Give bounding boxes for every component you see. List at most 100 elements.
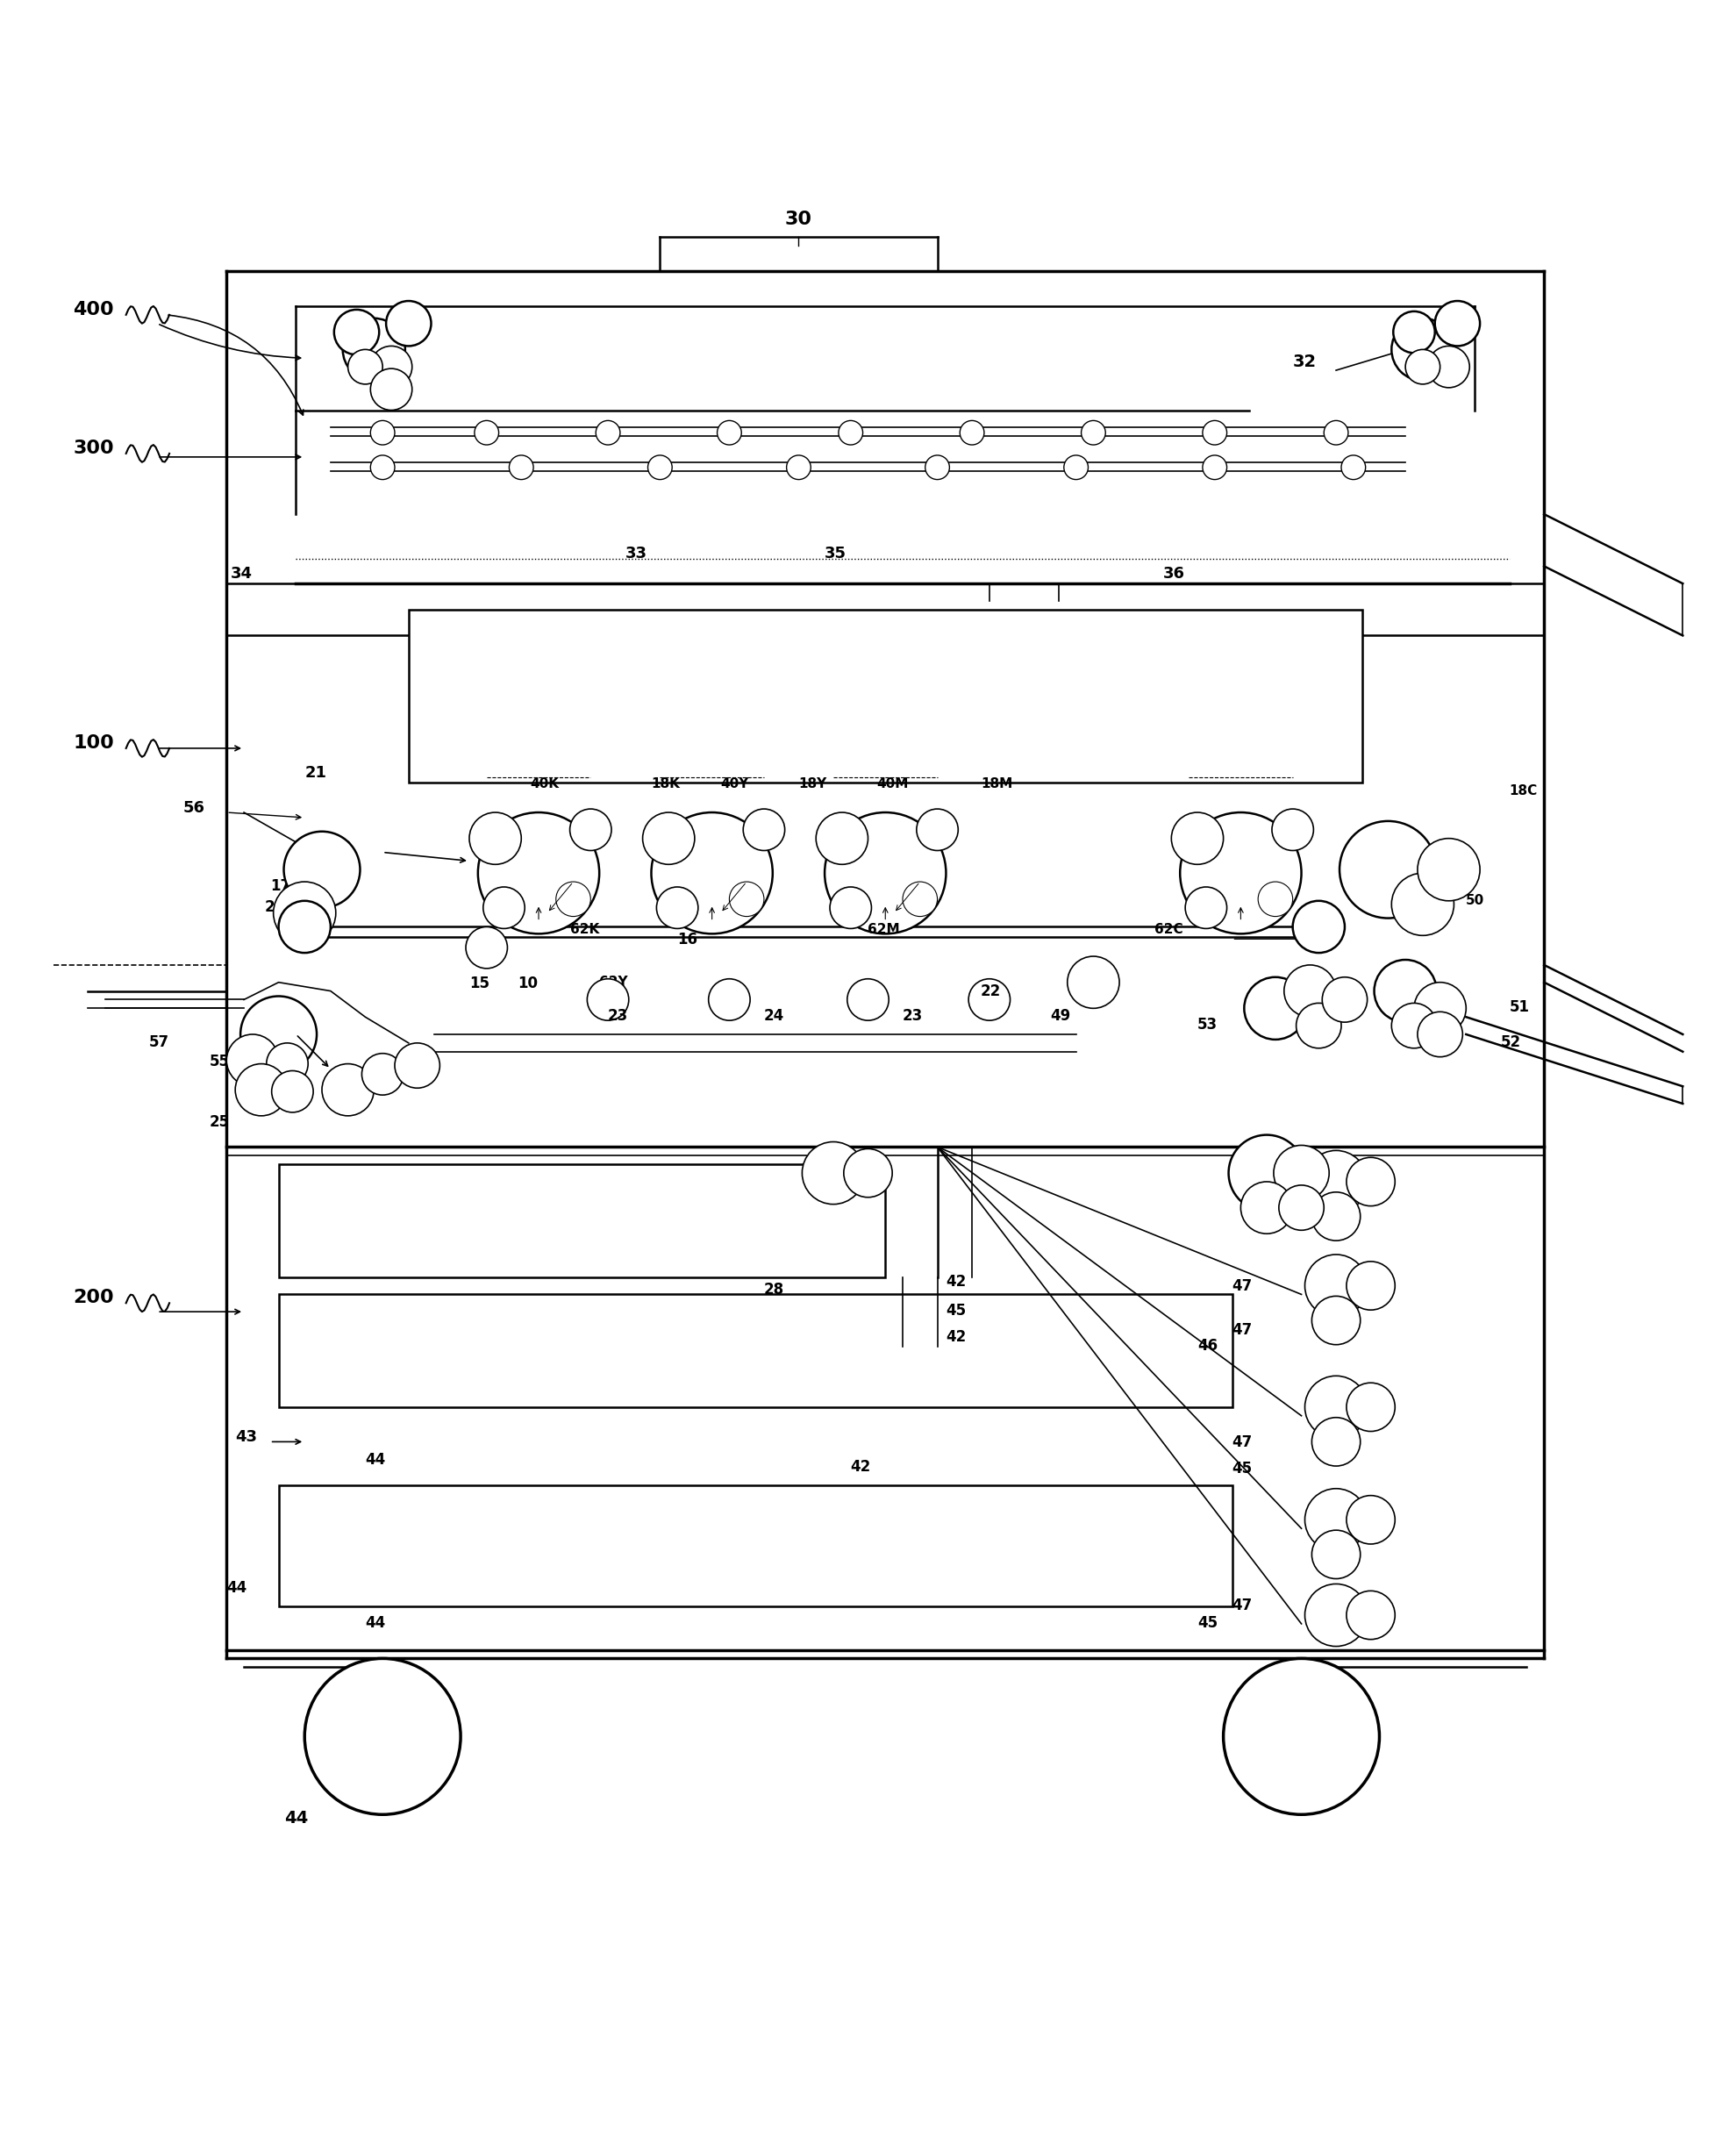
Text: 40K: 40K (529, 778, 559, 791)
Text: 100: 100 (73, 733, 115, 753)
Circle shape (1406, 348, 1441, 385)
Text: 44: 44 (285, 1811, 307, 1826)
Text: 28: 28 (764, 1283, 785, 1298)
Circle shape (844, 1148, 892, 1197)
Circle shape (969, 979, 1010, 1020)
Circle shape (509, 455, 533, 479)
Text: 47: 47 (1233, 1279, 1252, 1293)
Circle shape (925, 455, 950, 479)
Circle shape (708, 979, 750, 1020)
Text: 42: 42 (851, 1458, 871, 1475)
Circle shape (830, 887, 871, 928)
Text: 40C: 40C (1441, 845, 1469, 857)
Circle shape (236, 1065, 286, 1116)
Circle shape (838, 421, 863, 445)
Circle shape (1312, 1193, 1361, 1240)
Circle shape (1064, 455, 1088, 479)
Circle shape (1418, 838, 1481, 900)
Circle shape (917, 808, 958, 851)
Circle shape (960, 421, 984, 445)
Text: 46: 46 (1198, 1338, 1217, 1353)
Circle shape (1347, 1494, 1396, 1544)
Circle shape (283, 832, 359, 909)
Circle shape (1186, 887, 1227, 928)
Text: 44: 44 (365, 1614, 385, 1631)
Bar (408, 609, 1363, 783)
Circle shape (569, 808, 611, 851)
Circle shape (370, 346, 411, 387)
Circle shape (1305, 1377, 1368, 1439)
Text: 20: 20 (330, 840, 352, 855)
Text: 43: 43 (236, 1430, 257, 1445)
Circle shape (556, 881, 590, 917)
Circle shape (304, 1659, 460, 1815)
Text: 34: 34 (231, 567, 252, 582)
Text: 14: 14 (1458, 872, 1476, 885)
Circle shape (1392, 319, 1455, 381)
Text: 44: 44 (365, 1452, 385, 1469)
Text: 49: 49 (1050, 1009, 1071, 1024)
Text: 47: 47 (1233, 1597, 1252, 1614)
Text: 18Y: 18Y (799, 778, 826, 791)
Text: 24: 24 (764, 1009, 785, 1024)
Circle shape (271, 1071, 312, 1112)
Text: 32: 32 (1293, 353, 1316, 370)
Circle shape (651, 812, 773, 934)
Text: 300: 300 (73, 440, 115, 458)
Circle shape (227, 1035, 278, 1086)
Bar (278, 1165, 885, 1276)
Text: 56: 56 (184, 800, 205, 817)
Circle shape (1274, 1146, 1330, 1202)
Circle shape (361, 1054, 403, 1095)
Bar (278, 1486, 1233, 1606)
Text: 62K: 62K (569, 924, 599, 936)
Text: 400: 400 (73, 301, 115, 319)
Circle shape (802, 1142, 865, 1204)
Circle shape (1312, 1531, 1361, 1578)
Circle shape (717, 421, 741, 445)
Text: 33: 33 (625, 545, 648, 560)
Circle shape (465, 928, 507, 969)
Circle shape (370, 421, 394, 445)
Circle shape (847, 979, 889, 1020)
Text: 62Y: 62Y (599, 975, 628, 988)
Text: 27: 27 (365, 1069, 385, 1084)
Circle shape (241, 996, 316, 1073)
Circle shape (1392, 872, 1455, 936)
Text: 51: 51 (1509, 998, 1529, 1016)
Text: 62M: 62M (868, 924, 901, 936)
Circle shape (1392, 1003, 1437, 1048)
Circle shape (1293, 900, 1345, 954)
Text: 35: 35 (825, 545, 847, 560)
Circle shape (1224, 1659, 1380, 1815)
Text: 26: 26 (264, 898, 285, 915)
Circle shape (1325, 421, 1349, 445)
Text: 48: 48 (1432, 1043, 1451, 1058)
Circle shape (1347, 1591, 1396, 1640)
Text: 44: 44 (227, 1580, 247, 1597)
Circle shape (477, 812, 599, 934)
Circle shape (1241, 1182, 1293, 1234)
Circle shape (1259, 881, 1293, 917)
Circle shape (587, 979, 628, 1020)
Circle shape (1415, 981, 1467, 1035)
Circle shape (1429, 346, 1470, 387)
Circle shape (474, 421, 498, 445)
Text: 40Y: 40Y (720, 778, 748, 791)
Circle shape (1342, 455, 1366, 479)
Circle shape (1068, 956, 1120, 1009)
Text: 45: 45 (946, 1302, 967, 1319)
Circle shape (1347, 1261, 1396, 1311)
Circle shape (656, 887, 698, 928)
Circle shape (370, 455, 394, 479)
Text: 57: 57 (149, 1035, 168, 1050)
Text: 23: 23 (903, 1009, 924, 1024)
Circle shape (1418, 1011, 1463, 1056)
Circle shape (903, 881, 937, 917)
Circle shape (1436, 301, 1481, 346)
Circle shape (595, 421, 620, 445)
Circle shape (333, 310, 378, 355)
Circle shape (1172, 812, 1224, 864)
Circle shape (1305, 1488, 1368, 1550)
Circle shape (469, 812, 521, 864)
